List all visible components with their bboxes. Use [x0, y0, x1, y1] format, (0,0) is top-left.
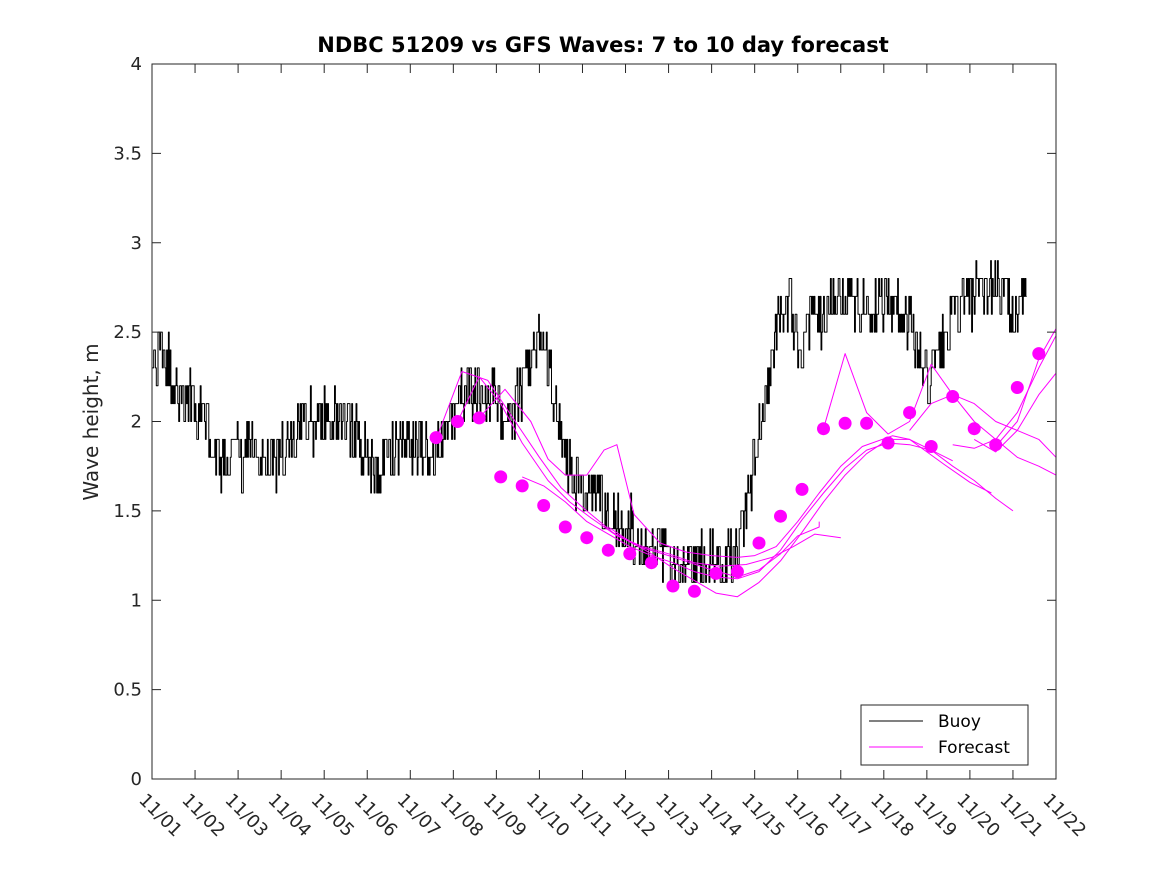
forecast-marker — [946, 390, 960, 403]
forecast-marker — [795, 482, 809, 496]
forecast-marker — [709, 566, 723, 580]
forecast-series-line — [457, 376, 841, 567]
forecast-marker — [494, 470, 508, 484]
forecast-marker — [1032, 347, 1046, 361]
legend-forecast-label: Forecast — [938, 738, 1010, 758]
forecast-marker — [838, 416, 852, 430]
forecast-marker — [515, 479, 529, 493]
forecast-marker — [537, 499, 551, 512]
forecast-series-line — [995, 328, 1057, 447]
forecast-marker — [860, 416, 874, 430]
forecast-marker — [730, 565, 744, 579]
forecast-series-line — [522, 442, 953, 580]
forecast-marker — [472, 411, 486, 425]
forecast-series-line — [952, 335, 1057, 449]
plot-markers-group — [429, 347, 1046, 598]
y-tick-label: 3.5 — [113, 143, 142, 164]
forecast-series-line — [823, 353, 1057, 476]
plot-series-group — [152, 260, 1057, 598]
forecast-marker — [989, 438, 1003, 452]
forecast-marker — [687, 584, 701, 598]
forecast-marker — [881, 436, 895, 450]
forecast-series-line — [973, 372, 1057, 453]
forecast-marker — [580, 531, 594, 545]
forecast-series-line — [909, 394, 1057, 458]
forecast-series-line — [435, 371, 820, 578]
y-tick-label: 4 — [131, 54, 142, 75]
forecast-marker — [903, 406, 917, 420]
forecast-marker — [429, 431, 443, 445]
forecast-marker — [1010, 381, 1024, 394]
forecast-marker — [451, 415, 465, 428]
legend: Buoy Forecast — [860, 704, 1029, 766]
legend-buoy-label: Buoy — [938, 712, 981, 732]
forecast-marker — [967, 422, 981, 436]
y-tick-label: 2.5 — [113, 322, 142, 343]
y-tick-label: 0 — [131, 769, 142, 790]
y-tick-label: 1.5 — [113, 501, 142, 522]
forecast-marker — [752, 536, 766, 550]
forecast-marker — [924, 440, 938, 453]
y-axis: 0 0.5 1 1.5 2 2.5 3 3.5 4 — [113, 54, 1056, 790]
y-tick-label: 0.5 — [113, 680, 142, 701]
forecast-series-line — [608, 438, 1014, 598]
forecast-marker — [817, 422, 830, 436]
y-tick-label: 3 — [131, 233, 142, 254]
y-tick-label: 1 — [131, 590, 142, 611]
legend-box — [860, 704, 1029, 766]
forecast-marker — [666, 579, 680, 593]
y-tick-label: 2 — [131, 412, 142, 433]
chart-title: NDBC 51209 vs GFS Waves: 7 to 10 day for… — [317, 33, 888, 57]
forecast-series-line — [478, 388, 992, 558]
y-axis-label: Wave height, m — [79, 343, 103, 500]
forecast-marker — [601, 543, 615, 557]
forecast-marker — [558, 520, 572, 534]
forecast-marker — [623, 547, 637, 561]
forecast-marker — [644, 556, 658, 570]
forecast-marker — [774, 509, 787, 523]
plot-area — [152, 64, 1056, 779]
buoy-series-line — [152, 260, 1027, 583]
